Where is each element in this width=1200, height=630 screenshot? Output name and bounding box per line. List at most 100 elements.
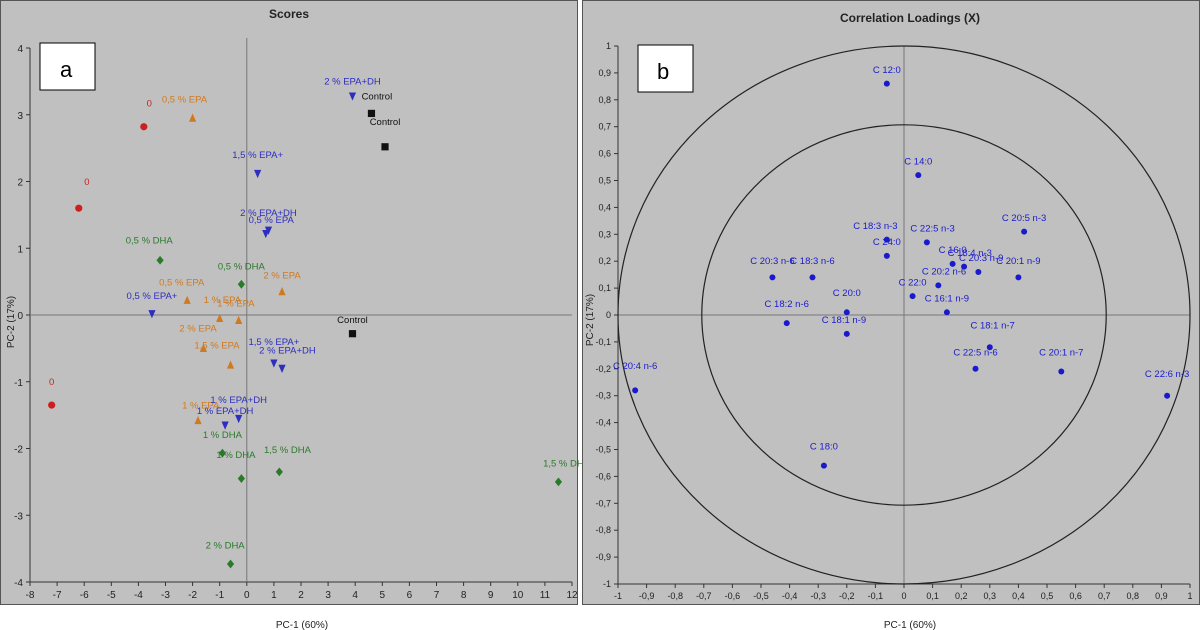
- y-tick-label: -1: [14, 378, 23, 389]
- data-point: [975, 269, 981, 275]
- data-point: [910, 293, 916, 299]
- y-tick-label: 0,5: [598, 176, 611, 186]
- data-label: C 20:3 n-6: [750, 256, 794, 267]
- y-tick-label: 3: [17, 111, 23, 122]
- x-tick-label: 4: [352, 590, 358, 601]
- y-tick-label: -0,1: [595, 337, 611, 347]
- data-label: C 18:1 n-9: [822, 315, 866, 326]
- data-label: 1,5 % EPA: [194, 340, 240, 351]
- data-point: [915, 172, 921, 178]
- data-label: C 18:3 n-3: [853, 221, 897, 232]
- data-point: [809, 274, 815, 280]
- x-tick-label: -0,8: [667, 591, 683, 601]
- data-label: C 12:0: [873, 65, 901, 76]
- data-label: 1,5 % EPA+: [232, 150, 283, 161]
- x-tick-label: 1: [1187, 591, 1192, 601]
- x-tick-label: 11: [540, 590, 551, 601]
- data-label: Control: [337, 315, 368, 326]
- y-tick-label: -3: [14, 511, 23, 522]
- y-tick-label: 0,9: [598, 68, 611, 78]
- y-tick-label: -0,9: [595, 552, 611, 562]
- data-label: Control: [370, 117, 401, 128]
- data-point: [924, 239, 930, 245]
- x-tick-label: 0,3: [984, 591, 997, 601]
- x-tick-label: -6: [80, 590, 89, 601]
- y-tick-label: 1: [17, 244, 23, 255]
- x-tick-label: 5: [380, 590, 386, 601]
- data-point: [48, 402, 55, 409]
- data-point: [884, 81, 890, 87]
- x-tick-label: -0,4: [782, 591, 798, 601]
- chart-title: Correlation Loadings (X): [840, 11, 980, 25]
- x-tick-label: 10: [512, 590, 524, 601]
- x-axis-label: PC-1 (60%): [276, 620, 328, 630]
- data-label: C 22:5 n-6: [953, 347, 997, 358]
- x-tick-label: 0,1: [926, 591, 939, 601]
- data-point: [1021, 229, 1027, 235]
- data-label: 1 % DHA: [216, 450, 256, 461]
- data-label: C 22:6 n-3: [1145, 369, 1189, 380]
- x-tick-label: -5: [107, 590, 116, 601]
- x-tick-label: 7: [434, 590, 440, 601]
- x-tick-label: -7: [53, 590, 62, 601]
- y-tick-label: -0,6: [595, 471, 611, 481]
- data-label: C 20:1 n-9: [996, 256, 1040, 267]
- x-tick-label: -0,2: [839, 591, 855, 601]
- data-point: [935, 282, 941, 288]
- panel-b: Correlation Loadings (X) -1 -0,9 -0,8 -0,7 -…: [582, 0, 1200, 630]
- y-tick-label: 0,2: [598, 256, 611, 266]
- data-label: 0: [147, 99, 152, 110]
- y-tick-label: 2: [17, 178, 23, 189]
- data-point: [381, 143, 388, 150]
- x-tick-label: -1: [614, 591, 622, 601]
- x-tick-label: -3: [161, 590, 170, 601]
- data-label: 0,5 % DHA: [126, 236, 174, 247]
- data-label: 0,5 % EPA: [162, 95, 208, 106]
- data-label: C 24:0: [873, 237, 901, 248]
- x-tick-label: 2: [298, 590, 304, 601]
- x-tick-label: -0,3: [810, 591, 826, 601]
- data-label: 1 % EPA: [217, 298, 255, 309]
- x-tick-label: 0,8: [1127, 591, 1140, 601]
- x-tick-label: 0,2: [955, 591, 968, 601]
- data-label: 2 % EPA+DH: [259, 346, 316, 357]
- x-tick-label: 0,4: [1012, 591, 1025, 601]
- data-label: 1 % EPA+DH: [210, 395, 267, 406]
- y-tick-label: -0,4: [595, 418, 611, 428]
- y-tick-label: -0,2: [595, 364, 611, 374]
- data-point: [973, 366, 979, 372]
- data-point: [821, 463, 827, 469]
- x-tick-label: 0,6: [1069, 591, 1082, 601]
- data-label: C 20:5 n-3: [1002, 213, 1046, 224]
- data-label: 2 % DHA: [206, 541, 246, 552]
- data-label: C 20:2 n-6: [922, 267, 966, 278]
- x-tick-label: -8: [26, 590, 35, 601]
- panel-a-background: [0, 0, 578, 605]
- x-tick-label: 12: [566, 590, 578, 601]
- x-tick-label: -0,7: [696, 591, 712, 601]
- data-point: [1015, 274, 1021, 280]
- panel-label: a: [60, 57, 73, 82]
- y-tick-label: 1: [606, 41, 611, 51]
- y-tick-label: -2: [14, 445, 23, 456]
- x-tick-label: -4: [134, 590, 143, 601]
- x-tick-label: 1: [271, 590, 277, 601]
- panel-label: b: [657, 59, 669, 84]
- chart-title: Scores: [269, 7, 309, 21]
- y-tick-label: 0,1: [598, 283, 611, 293]
- x-tick-label: -0,9: [639, 591, 655, 601]
- y-tick-label: -1: [603, 579, 611, 589]
- data-label: C 20:1 n-7: [1039, 347, 1083, 358]
- y-tick-label: 0,7: [598, 122, 611, 132]
- data-point: [1164, 393, 1170, 399]
- data-label: 1,5 % DHA: [264, 445, 312, 456]
- x-tick-label: -0,5: [753, 591, 769, 601]
- data-label: 0,5 % DHA: [218, 262, 266, 273]
- data-label: 2 % EPA+DH: [324, 77, 381, 88]
- data-label: 0,5 % EPA: [159, 278, 205, 289]
- data-label: C 14:0: [904, 156, 932, 167]
- data-point: [632, 387, 638, 393]
- data-label: 2 % EPA: [179, 324, 217, 335]
- data-point: [75, 205, 82, 212]
